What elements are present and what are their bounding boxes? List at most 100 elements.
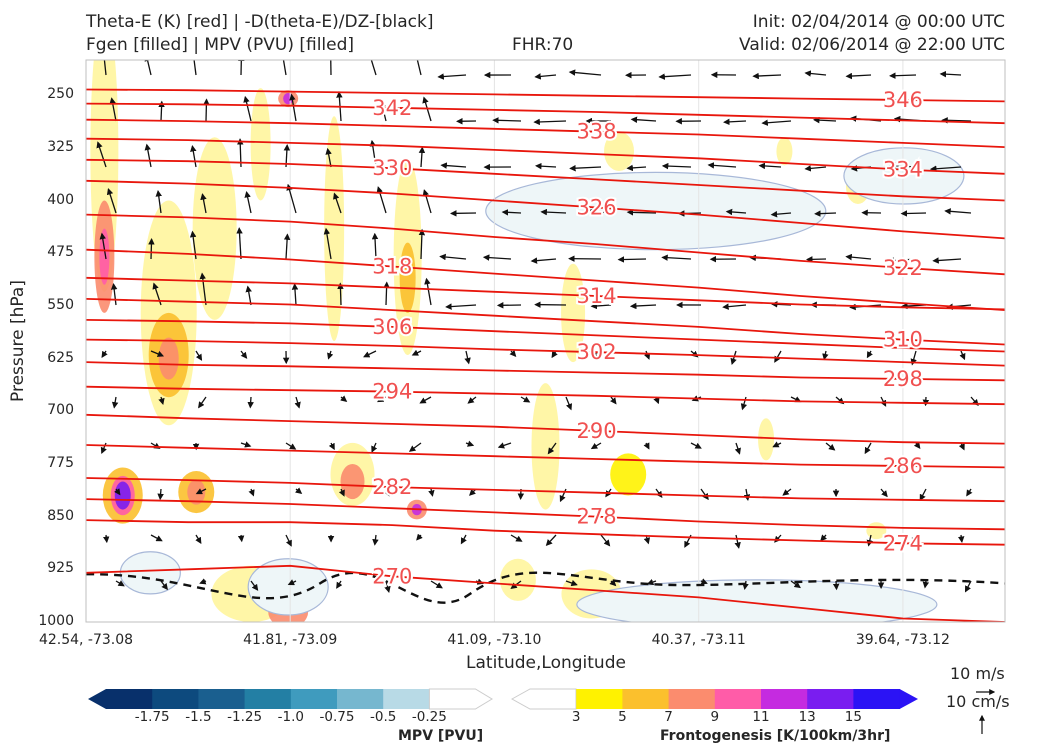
wind-arrow <box>545 534 557 547</box>
wind-arrow <box>158 396 165 405</box>
fgen-shading <box>250 88 271 201</box>
theta-e-label: 346 <box>883 88 923 112</box>
theta-e-contour <box>86 158 1005 202</box>
mpv-colorbar-segment <box>290 689 338 709</box>
fgen-shading <box>776 137 793 166</box>
mpv-colorbar-tick: -0.25 <box>411 709 447 725</box>
wind-arrow <box>812 116 837 124</box>
theta-e-contour <box>86 564 1005 622</box>
wind-arrow <box>501 209 522 216</box>
wind-arrow <box>866 534 873 547</box>
wind-arrow <box>510 534 523 542</box>
theta-e-label: 310 <box>883 328 923 352</box>
wind-arrow <box>158 100 165 122</box>
wind-arrow <box>734 534 741 549</box>
theta-e-label: 318 <box>372 255 412 279</box>
wind-arrow <box>551 350 558 359</box>
wind-arrow <box>383 281 390 306</box>
wind-arrow <box>408 442 422 452</box>
wind-arrow <box>148 238 155 260</box>
mpv-colorbar-tick: -1.25 <box>227 709 263 725</box>
y-tick-label: 850 <box>47 507 74 524</box>
wind-arrow <box>370 60 377 76</box>
wind-arrow <box>195 488 207 495</box>
wind-arrow <box>497 442 512 449</box>
wind-arrow <box>700 578 708 585</box>
title-line-2: Fgen [filled] | MPV (PVU) [filled] <box>86 35 355 55</box>
wind-arrow <box>190 145 197 168</box>
wind-arrow <box>913 441 921 449</box>
wind-arrow <box>919 488 927 501</box>
wind-arrow <box>723 118 747 126</box>
wind-arrow <box>958 442 965 451</box>
wind-arrow <box>150 534 163 542</box>
wind-arrow <box>200 193 207 214</box>
fgen-colorbar-tick: 13 <box>798 709 816 725</box>
wind-arrow <box>245 285 252 306</box>
mpv-shading <box>247 558 329 616</box>
wind-arrow <box>804 165 827 172</box>
theta-e-contour <box>86 413 1005 445</box>
wind-arrow <box>629 302 657 310</box>
wind-arrow <box>520 396 531 403</box>
wind-arrow <box>658 73 692 80</box>
theta-e-label: 334 <box>883 158 923 182</box>
wind-arrow <box>929 165 962 172</box>
valid-time: Valid: 02/06/2014 @ 22:00 UTC <box>739 35 1005 55</box>
wind-arrow <box>900 210 927 217</box>
fgen-shading <box>158 337 179 380</box>
wind-arrow <box>630 116 657 123</box>
wind-arrow <box>109 97 117 122</box>
fgen-shading <box>499 558 536 601</box>
wind-arrow <box>880 488 888 498</box>
theta-e-label: 290 <box>577 419 617 443</box>
wind-arrow <box>922 580 930 589</box>
mpv-colorbar-tick: -0.75 <box>319 709 355 725</box>
mpv-colorbar-extend <box>88 689 106 709</box>
mpv-colorbar-segment <box>428 688 493 710</box>
theta-e-contour <box>86 102 1005 125</box>
wind-arrow <box>247 396 254 409</box>
x-axis-label: Latitude,Longitude <box>466 653 626 673</box>
wind-arrow <box>287 579 297 586</box>
mpv-colorbar-segment <box>337 689 384 709</box>
wind-arrow <box>957 534 965 543</box>
wind-arrow <box>734 442 741 455</box>
wind-arrow <box>203 98 210 122</box>
wind-arrow <box>437 73 467 80</box>
wind-arrow <box>416 533 423 541</box>
fgen-colorbar-tick: 5 <box>618 709 627 725</box>
x-tick-label: 41.81, -73.09 <box>243 632 338 648</box>
fgen-colorbar-title: Frontogenesis [K/100km/3hr] <box>660 728 891 744</box>
wind-arrow <box>371 232 379 260</box>
wind-arrow <box>565 396 573 411</box>
wind-arrow <box>707 162 737 169</box>
theta-e-contour <box>86 477 1005 503</box>
y-tick-label: 925 <box>47 560 74 577</box>
wind-arrow <box>700 488 709 501</box>
x-tick-label: 42.54, -73.08 <box>38 632 134 648</box>
wind-arrow <box>199 578 207 585</box>
fgen-colorbar-segment <box>668 689 716 709</box>
wind-arrow <box>626 209 657 216</box>
y-axis-label: Pressure [hPa] <box>8 280 28 402</box>
theta-e-contour <box>86 213 1005 276</box>
wind-arrow <box>804 70 827 77</box>
mpv-shading <box>119 551 181 595</box>
wind-arrow <box>295 487 303 495</box>
wind-arrow <box>244 190 252 214</box>
fgen-colorbar-extend <box>899 689 918 709</box>
theta-e-label: 298 <box>883 367 923 391</box>
wind-arrow <box>376 186 387 214</box>
fgen-shading <box>399 242 416 313</box>
theta-e-label: 282 <box>372 475 412 499</box>
title-line-1: Theta-E (K) [red] | -D(theta-E)/DZ-[blac… <box>86 12 434 32</box>
wind-arrow <box>465 440 475 447</box>
wind-arrow <box>379 100 387 122</box>
wind-arrow <box>282 60 287 76</box>
fgen-colorbar-tick: 15 <box>844 709 862 725</box>
y-tick-label: 775 <box>47 454 74 471</box>
wind-arrow <box>568 69 602 76</box>
fgen-colorbar-segment <box>622 689 670 709</box>
mpv-colorbar-segment <box>198 689 246 709</box>
